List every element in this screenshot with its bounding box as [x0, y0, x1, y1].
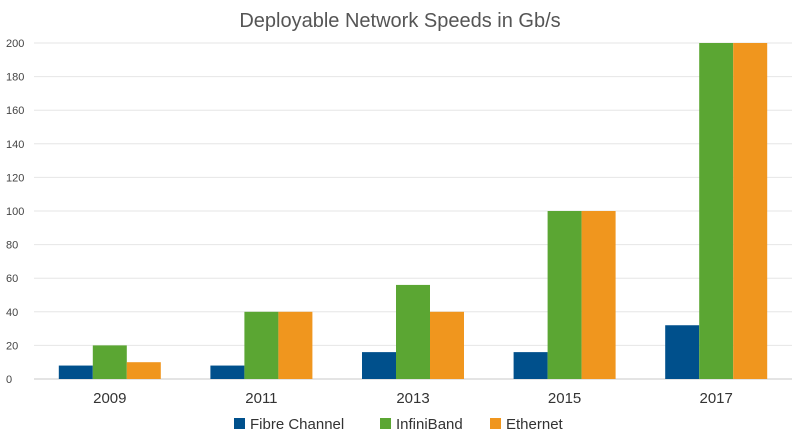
bar-ethernet-2011 — [278, 311, 313, 379]
legend-swatch-ethernet — [490, 418, 501, 429]
y-tick-label: 160 — [6, 105, 24, 117]
bar-infiniband-2009 — [92, 345, 127, 379]
bars — [58, 43, 768, 379]
x-tick-label: 2015 — [548, 390, 581, 407]
y-tick-label: 140 — [6, 139, 24, 151]
chart-title: Deployable Network Speeds in Gb/s — [239, 10, 560, 32]
y-tick-label: 200 — [6, 38, 24, 50]
legend-label: InfiniBand — [396, 416, 463, 433]
bar-fibre-channel-2013 — [362, 352, 396, 379]
bar-fibre-channel-2015 — [513, 352, 548, 379]
bar-fibre-channel-2009 — [58, 365, 93, 379]
bar-ethernet-2009 — [126, 362, 161, 379]
bar-fibre-channel-2017 — [665, 325, 700, 379]
x-tick-label: 2013 — [396, 390, 429, 407]
y-tick-label: 80 — [6, 240, 18, 252]
y-tick-label: 20 — [6, 340, 18, 352]
bar-infiniband-2013 — [396, 284, 430, 379]
gridlines — [34, 42, 792, 380]
x-tick-label: 2009 — [93, 390, 126, 407]
legend-swatch-fibre-channel — [234, 418, 245, 429]
legend-label: Ethernet — [506, 416, 564, 433]
bar-infiniband-2017 — [699, 43, 734, 379]
bar-ethernet-2017 — [733, 43, 768, 379]
y-tick-label: 0 — [6, 374, 12, 386]
y-tick-label: 120 — [6, 172, 24, 184]
legend-label: Fibre Channel — [250, 416, 344, 433]
bar-ethernet-2015 — [581, 211, 616, 379]
y-tick-label: 40 — [6, 307, 18, 319]
bar-ethernet-2013 — [430, 311, 464, 379]
x-tick-label: 2017 — [700, 390, 733, 407]
bar-fibre-channel-2011 — [210, 365, 245, 379]
axes: 0 20 40 60 80 100 120 140 160 180 200 2009 2011 2013 2… — [6, 38, 733, 407]
legend-swatch-infiniband — [380, 418, 391, 429]
y-tick-label: 100 — [6, 206, 24, 218]
x-tick-label: 2011 — [245, 390, 277, 407]
bar-infiniband-2015 — [547, 211, 582, 379]
y-tick-label: 180 — [6, 72, 24, 84]
y-tick-label: 60 — [6, 273, 18, 285]
legend: Fibre Channel InfiniBand Ethernet — [234, 416, 564, 433]
bar-infiniband-2011 — [244, 311, 279, 379]
